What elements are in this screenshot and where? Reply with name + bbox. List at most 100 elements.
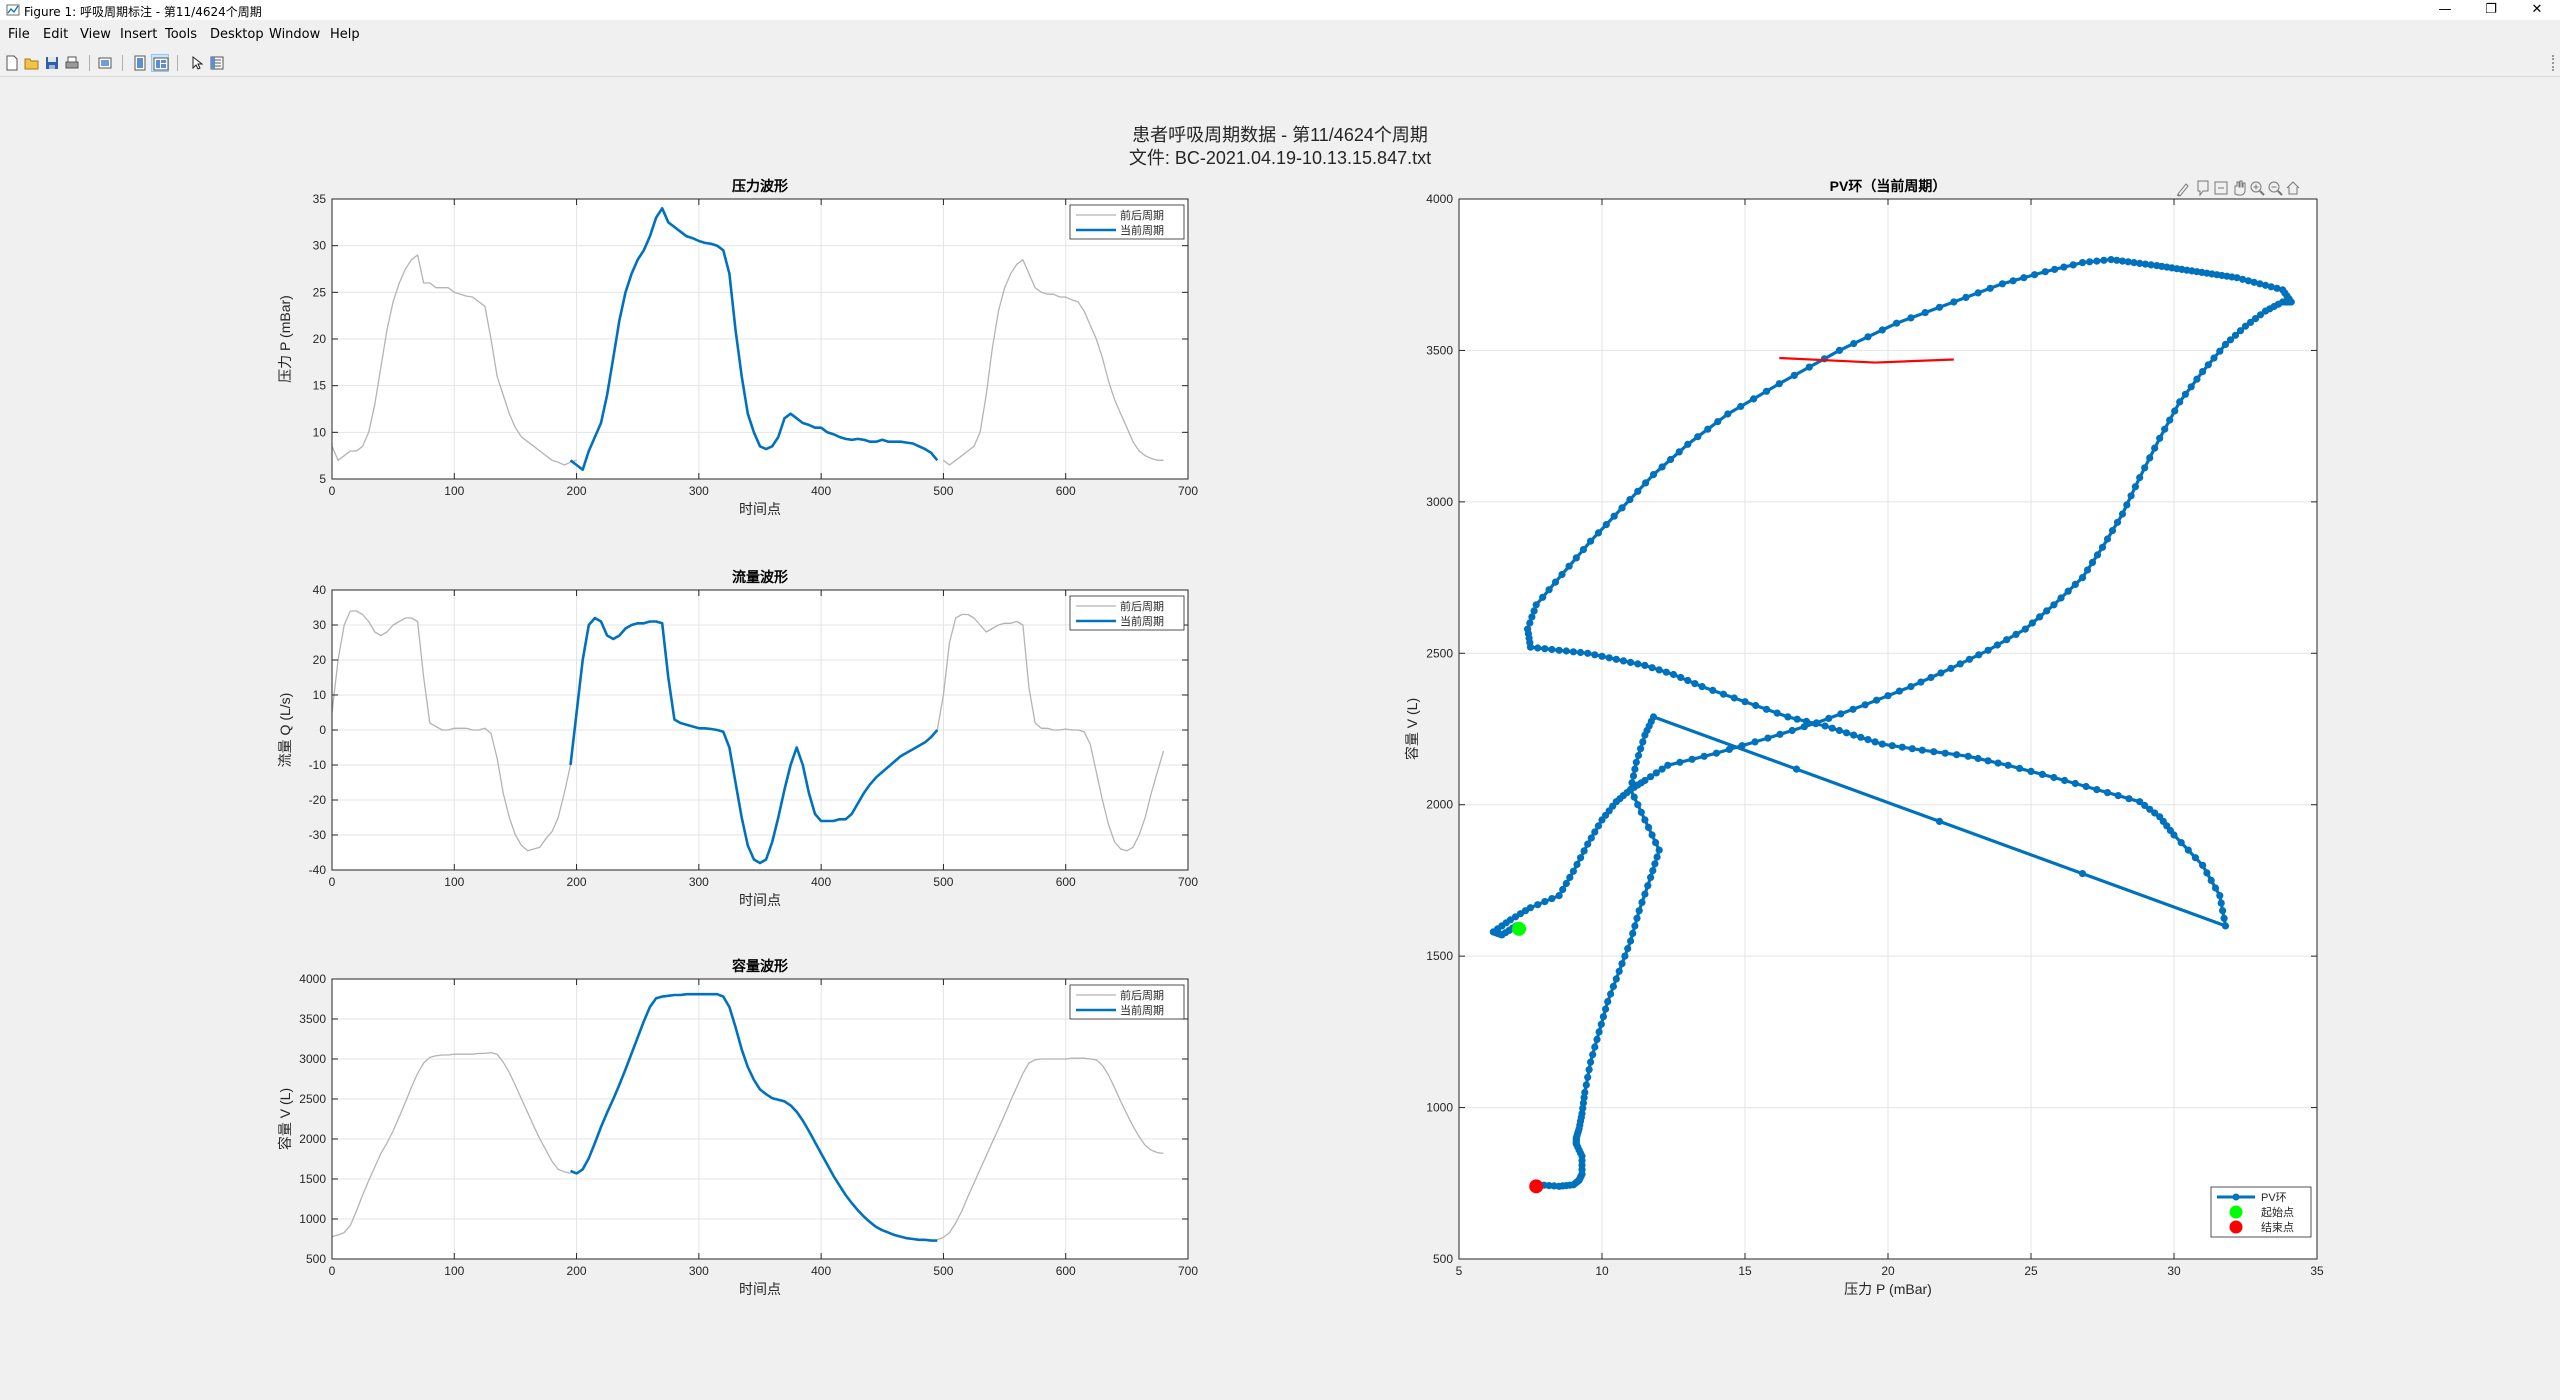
pan-icon[interactable] bbox=[2230, 177, 2248, 199]
pv-loop-point bbox=[2210, 354, 2218, 362]
pv-loop-point bbox=[2131, 483, 2139, 491]
pv-loop-point bbox=[1857, 733, 1865, 741]
pv-loop-point bbox=[2088, 558, 2097, 566]
legend-box bbox=[2210, 1186, 2312, 1238]
pv-loop-point bbox=[1580, 1094, 1588, 1102]
pv-loop-point bbox=[1884, 692, 1892, 700]
pv-loop-point bbox=[2256, 311, 2265, 319]
legend-swatch-marker bbox=[2229, 1220, 2243, 1234]
pv-loop-point bbox=[1555, 646, 1563, 654]
y-tick-label: -10 bbox=[309, 758, 327, 772]
pv-loop-point bbox=[1790, 371, 1798, 379]
pv-loop-point bbox=[2071, 779, 2079, 788]
zoom-out-icon[interactable] bbox=[2266, 177, 2284, 199]
minimize-button[interactable]: — bbox=[2438, 2, 2452, 17]
maximize-button[interactable]: ❐ bbox=[2485, 2, 2497, 17]
y-tick-label: 30 bbox=[313, 618, 327, 632]
x-tick-label: 100 bbox=[444, 484, 464, 498]
pv-loop-point bbox=[1624, 945, 1632, 953]
y-tick-label: 1000 bbox=[1426, 1101, 1453, 1115]
y-tick-label: 3000 bbox=[1426, 495, 1453, 509]
series-adjacent-cycle bbox=[936, 613, 1165, 852]
menu-insert[interactable]: Insert bbox=[120, 27, 158, 42]
pv-loop-point bbox=[1593, 1035, 1601, 1043]
save-icon[interactable] bbox=[43, 54, 61, 72]
print-preview-icon[interactable] bbox=[96, 54, 114, 72]
pv-loop-point bbox=[2141, 464, 2149, 472]
chart-title: PV环（当前周期） bbox=[1830, 178, 1947, 194]
pv-loop-point bbox=[1618, 960, 1626, 968]
home-icon[interactable] bbox=[2284, 177, 2302, 199]
pv-loop-point bbox=[1762, 387, 1771, 395]
chart-1: 0 100 200 300 400 500 600 700 5 10 15 20 25 30 35 压力波形时… bbox=[277, 178, 1198, 517]
pv-loop-point bbox=[2113, 518, 2122, 526]
pv-loop-point bbox=[1634, 801, 1642, 809]
pv-loop-point bbox=[1585, 1066, 1593, 1074]
chart-title: 流量波形 bbox=[732, 569, 788, 585]
pv-loop-point bbox=[1738, 742, 1746, 750]
menu-view[interactable]: View bbox=[80, 27, 111, 42]
chart-title: 压力波形 bbox=[732, 178, 788, 194]
y-tick-label: 5 bbox=[319, 472, 326, 486]
menu-help[interactable]: Help bbox=[330, 27, 360, 42]
pv-loop-point bbox=[1669, 670, 1678, 679]
x-tick-label: 400 bbox=[811, 875, 831, 889]
open-file-icon[interactable] bbox=[23, 54, 41, 72]
x-tick-label: 700 bbox=[1178, 875, 1198, 889]
pv-loop-point bbox=[1764, 734, 1772, 742]
data-tips-icon[interactable] bbox=[2194, 177, 2212, 199]
pv-loop-point bbox=[2086, 258, 2094, 266]
menu-window[interactable]: Window bbox=[269, 27, 321, 42]
pv-loop-point bbox=[1821, 722, 1829, 730]
axes-frame bbox=[331, 978, 1189, 1260]
legend-label: 前后周期 bbox=[1120, 208, 1164, 222]
menu-tools[interactable]: Tools bbox=[165, 27, 198, 42]
figure-canvas: 患者呼吸周期数据 - 第11/4624个周期 文件: BC-2021.04.19… bbox=[0, 77, 2560, 1400]
y-tick-label: 4000 bbox=[1426, 192, 1453, 206]
hide-plot-tools-icon[interactable] bbox=[131, 54, 149, 72]
pv-loop-point bbox=[1658, 463, 1666, 471]
x-axis-label: 时间点 bbox=[739, 501, 781, 517]
show-plot-tools-icon[interactable] bbox=[151, 54, 169, 72]
pv-loop-point bbox=[1587, 537, 1595, 545]
pv-loop-point bbox=[1930, 748, 1938, 756]
y-tick-label: 15 bbox=[313, 379, 327, 393]
pv-loop-point bbox=[1750, 395, 1758, 403]
menu-edit[interactable]: Edit bbox=[43, 27, 69, 42]
x-tick-label: 500 bbox=[933, 1264, 953, 1278]
print-icon[interactable] bbox=[63, 54, 81, 72]
edit-plot-pointer-icon[interactable] bbox=[188, 54, 206, 72]
pv-loop-point bbox=[1941, 749, 1949, 757]
pv-loop-point bbox=[1975, 651, 1983, 659]
x-tick-label: 200 bbox=[567, 1264, 587, 1278]
pv-loop-point bbox=[2036, 613, 2044, 621]
zoom-in-icon[interactable] bbox=[2248, 177, 2266, 199]
pv-loop-point bbox=[1576, 648, 1585, 657]
pv-loop-point bbox=[1871, 738, 1879, 746]
plot-area bbox=[332, 979, 1188, 1259]
pv-loop-point bbox=[1850, 731, 1858, 739]
pv-loop-point bbox=[1802, 717, 1811, 726]
pv-loop-point bbox=[1633, 914, 1641, 922]
pv-loop-point bbox=[1714, 418, 1722, 426]
pv-loop-point bbox=[1649, 867, 1657, 875]
x-axis-label: 时间点 bbox=[739, 892, 781, 908]
pv-loop-point bbox=[1526, 904, 1535, 912]
pv-loop-point bbox=[1655, 666, 1663, 674]
brush-icon[interactable] bbox=[2174, 177, 2192, 199]
pv-loop-point bbox=[1688, 755, 1696, 763]
pv-loop-point bbox=[1907, 683, 1915, 691]
property-inspector-icon[interactable] bbox=[208, 54, 226, 72]
figure-suptitle-line1: 患者呼吸周期数据 - 第11/4624个周期 bbox=[1132, 125, 1428, 145]
menu-file[interactable]: File bbox=[8, 27, 30, 42]
pv-loop-point bbox=[1741, 698, 1749, 706]
pv-loop-point bbox=[1641, 731, 1649, 739]
export-icon[interactable] bbox=[2212, 177, 2230, 199]
pv-loop-point bbox=[1634, 487, 1642, 495]
pv-loop-point bbox=[1773, 709, 1781, 717]
new-figure-icon[interactable] bbox=[3, 54, 21, 72]
close-button[interactable]: ✕ bbox=[2531, 2, 2543, 17]
menu-desktop[interactable]: Desktop bbox=[210, 27, 264, 42]
